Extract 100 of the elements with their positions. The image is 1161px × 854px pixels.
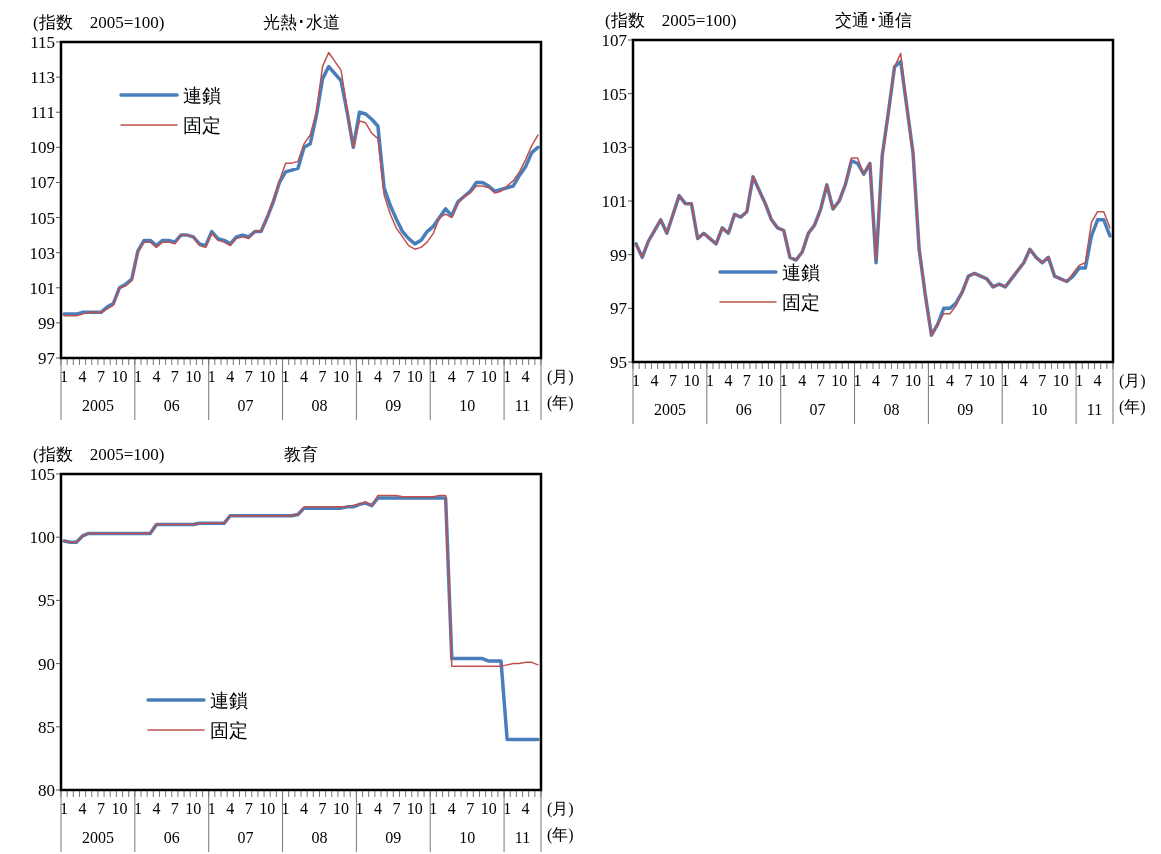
y-axis-title: (指数 2005=100) <box>33 13 165 32</box>
x-tick-label: 1 <box>503 368 512 385</box>
x-tick-label: 10 <box>1052 372 1069 389</box>
x-tick-label: 4 <box>447 800 456 817</box>
text: (年) <box>547 826 574 844</box>
x-tick-label: 7 <box>392 800 401 817</box>
x-tick-label: 7 <box>890 372 899 389</box>
text: 06 <box>163 397 180 414</box>
x-tick-label: 4 <box>373 800 382 817</box>
x-tick-label: 1 <box>429 800 438 817</box>
x-tick-label: 4 <box>78 800 87 817</box>
y-tick-label: 99 <box>610 245 627 265</box>
text: 07 <box>237 397 254 414</box>
x-tick-label: 7 <box>318 368 327 385</box>
x-tick-label: 4 <box>373 368 382 385</box>
x-tick-label: 1 <box>355 800 364 817</box>
y-tick-label: 97 <box>610 299 628 319</box>
y-tick-label: 109 <box>29 138 55 158</box>
text: 11 <box>514 397 531 414</box>
x-tick-label: 1 <box>1001 372 1010 389</box>
x-tick-label: 4 <box>724 372 733 389</box>
text: 2005 <box>653 401 686 418</box>
x-tick-label: 1 <box>207 800 216 817</box>
legend-label: 固定 <box>782 292 820 313</box>
x-tick-label: 4 <box>300 368 309 385</box>
y-tick-label: 111 <box>30 103 55 123</box>
x-tick-label: 4 <box>945 372 954 389</box>
x-tick-label: 10 <box>406 368 423 385</box>
x-tick-label: 10 <box>259 800 276 817</box>
x-tick-label: 10 <box>757 372 774 389</box>
text: 08 <box>883 401 900 418</box>
x-tick-label: 7 <box>466 368 475 385</box>
text: 10 <box>459 397 476 414</box>
x-tick-label: 7 <box>170 368 179 385</box>
x-tick-label: 4 <box>152 368 161 385</box>
x-tick-label: 10 <box>333 368 349 385</box>
x-tick-label: 4 <box>521 800 530 817</box>
y-tick-label: 85 <box>38 717 55 737</box>
x-tick-label: 7 <box>466 800 475 817</box>
x-tick-label: 4 <box>521 368 530 385</box>
x-tick-label: 10 <box>978 372 995 389</box>
chart-title: 交通･通信 <box>834 11 912 30</box>
x-tick-label: 10 <box>480 368 497 385</box>
x-tick-label: 1 <box>853 372 862 389</box>
text: 08 <box>311 829 328 846</box>
text: (年) <box>547 394 574 412</box>
x-tick-label: 7 <box>964 372 973 389</box>
x-tick-label: 1 <box>133 800 142 817</box>
x-tick-label: 7 <box>1038 372 1047 389</box>
x-tick-label: 7 <box>669 372 677 389</box>
x-tick-label: 1 <box>60 800 69 817</box>
text: 2005 <box>81 829 114 846</box>
x-tick-label: 10 <box>333 800 349 817</box>
x-tick-label: 10 <box>185 368 202 385</box>
x-tick-label: 4 <box>872 372 881 389</box>
x-tick-label: 4 <box>226 368 235 385</box>
x-tick-label: 1 <box>503 800 512 817</box>
legend-label: 固定 <box>183 115 221 136</box>
text: 09 <box>957 401 974 418</box>
y-tick-label: 97 <box>38 349 56 368</box>
y-tick-label: 100 <box>29 528 55 548</box>
text: 07 <box>809 401 826 418</box>
x-tick-label: 10 <box>683 372 700 389</box>
text: 11 <box>1086 401 1103 418</box>
x-axis-title: (月) <box>1119 372 1146 390</box>
text: 11 <box>514 829 531 846</box>
x-tick-label: 4 <box>152 800 161 817</box>
x-tick-label: 10 <box>111 368 128 385</box>
y-tick-label: 101 <box>29 278 55 298</box>
x-axis-title: (月) <box>547 368 574 386</box>
x-tick-label: 7 <box>318 800 327 817</box>
x-tick-label: 10 <box>259 368 276 385</box>
text: 09 <box>385 397 402 414</box>
x-tick-label: 1 <box>133 368 142 385</box>
x-tick-label: 1 <box>1075 372 1084 389</box>
chart-title: 教育 <box>284 445 318 464</box>
x-tick-label: 10 <box>111 800 128 817</box>
text: 10 <box>459 829 476 846</box>
x-tick-label: 10 <box>406 800 423 817</box>
text: 07 <box>237 829 254 846</box>
y-tick-label: 103 <box>29 243 55 263</box>
x-tick-label: 4 <box>1093 372 1102 389</box>
chart-title: 光熱･水道 <box>262 13 340 32</box>
text: 10 <box>1031 401 1048 418</box>
y-tick-label: 80 <box>38 781 55 800</box>
y-tick-label: 107 <box>29 173 56 193</box>
text: 06 <box>163 829 180 846</box>
x-tick-label: 1 <box>60 368 69 385</box>
y-axis-title: (指数 2005=100) <box>605 11 737 30</box>
legend-label: 固定 <box>210 720 248 741</box>
text: (年) <box>1119 398 1146 416</box>
x-tick-label: 10 <box>480 800 497 817</box>
x-tick-label: 4 <box>226 800 235 817</box>
y-tick-label: 95 <box>610 353 627 372</box>
x-axis-title: (月) <box>547 800 574 818</box>
legend-label: 連鎖 <box>782 262 820 283</box>
x-tick-label: 1 <box>927 372 936 389</box>
x-tick-label: 7 <box>392 368 401 385</box>
y-tick-label: 105 <box>29 208 55 228</box>
y-tick-label: 113 <box>30 68 55 88</box>
